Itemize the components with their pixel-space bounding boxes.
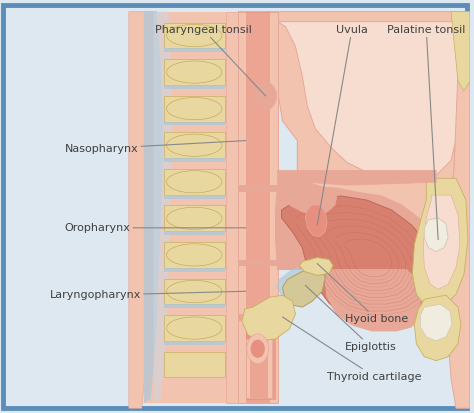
Ellipse shape <box>255 82 276 110</box>
Ellipse shape <box>167 61 222 83</box>
Polygon shape <box>446 12 470 408</box>
Polygon shape <box>414 295 461 361</box>
Bar <box>238 12 278 403</box>
Text: Laryngopharynx: Laryngopharynx <box>50 290 246 300</box>
Bar <box>164 85 225 89</box>
Polygon shape <box>164 23 225 48</box>
Polygon shape <box>412 178 468 309</box>
Polygon shape <box>283 268 325 307</box>
Polygon shape <box>226 12 238 403</box>
Ellipse shape <box>167 97 222 120</box>
Polygon shape <box>164 242 225 268</box>
Polygon shape <box>242 295 295 341</box>
Bar <box>164 231 225 235</box>
Polygon shape <box>278 178 337 215</box>
Polygon shape <box>276 268 305 301</box>
Polygon shape <box>164 169 225 195</box>
Bar <box>164 268 225 272</box>
Polygon shape <box>164 279 225 304</box>
Polygon shape <box>238 314 287 321</box>
Ellipse shape <box>167 134 222 156</box>
Polygon shape <box>238 12 470 324</box>
Bar <box>164 121 225 126</box>
Ellipse shape <box>167 244 222 266</box>
Bar <box>164 48 225 52</box>
Polygon shape <box>278 170 436 185</box>
Polygon shape <box>305 205 327 237</box>
Polygon shape <box>164 59 225 85</box>
Polygon shape <box>300 258 333 275</box>
Polygon shape <box>238 259 287 266</box>
Ellipse shape <box>167 280 222 303</box>
Text: Oropharynx: Oropharynx <box>64 223 246 233</box>
Bar <box>250 339 268 398</box>
Polygon shape <box>129 12 161 408</box>
Text: Nasopharynx: Nasopharynx <box>64 140 246 154</box>
Polygon shape <box>144 12 228 403</box>
Polygon shape <box>164 352 225 377</box>
Polygon shape <box>451 12 470 91</box>
Polygon shape <box>144 12 164 403</box>
Bar <box>164 341 225 345</box>
Polygon shape <box>164 132 225 158</box>
Bar <box>164 158 225 162</box>
Ellipse shape <box>167 317 222 339</box>
Polygon shape <box>278 21 461 180</box>
Ellipse shape <box>167 24 222 47</box>
Polygon shape <box>424 218 448 252</box>
Polygon shape <box>238 185 287 192</box>
Polygon shape <box>423 195 460 289</box>
Bar <box>246 321 275 400</box>
Polygon shape <box>154 12 173 403</box>
Polygon shape <box>420 304 452 341</box>
FancyBboxPatch shape <box>3 5 467 408</box>
Bar <box>246 339 272 398</box>
Polygon shape <box>164 315 225 341</box>
Bar <box>164 195 225 199</box>
Polygon shape <box>164 205 225 231</box>
Text: Palatine tonsil: Palatine tonsil <box>387 24 465 240</box>
Polygon shape <box>164 96 225 121</box>
Ellipse shape <box>247 334 269 363</box>
Polygon shape <box>275 185 448 329</box>
Ellipse shape <box>167 207 222 230</box>
Ellipse shape <box>167 171 222 193</box>
Text: Hyoid bone: Hyoid bone <box>317 263 408 324</box>
Text: Thyroid cartilage: Thyroid cartilage <box>283 317 422 382</box>
Text: Epiglottis: Epiglottis <box>305 285 397 352</box>
Polygon shape <box>282 196 438 321</box>
Polygon shape <box>325 269 421 331</box>
Text: Pharyngeal tonsil: Pharyngeal tonsil <box>155 24 265 96</box>
Bar <box>246 12 270 403</box>
Text: Uvula: Uvula <box>317 24 368 225</box>
Ellipse shape <box>251 340 264 358</box>
Bar <box>164 304 225 309</box>
